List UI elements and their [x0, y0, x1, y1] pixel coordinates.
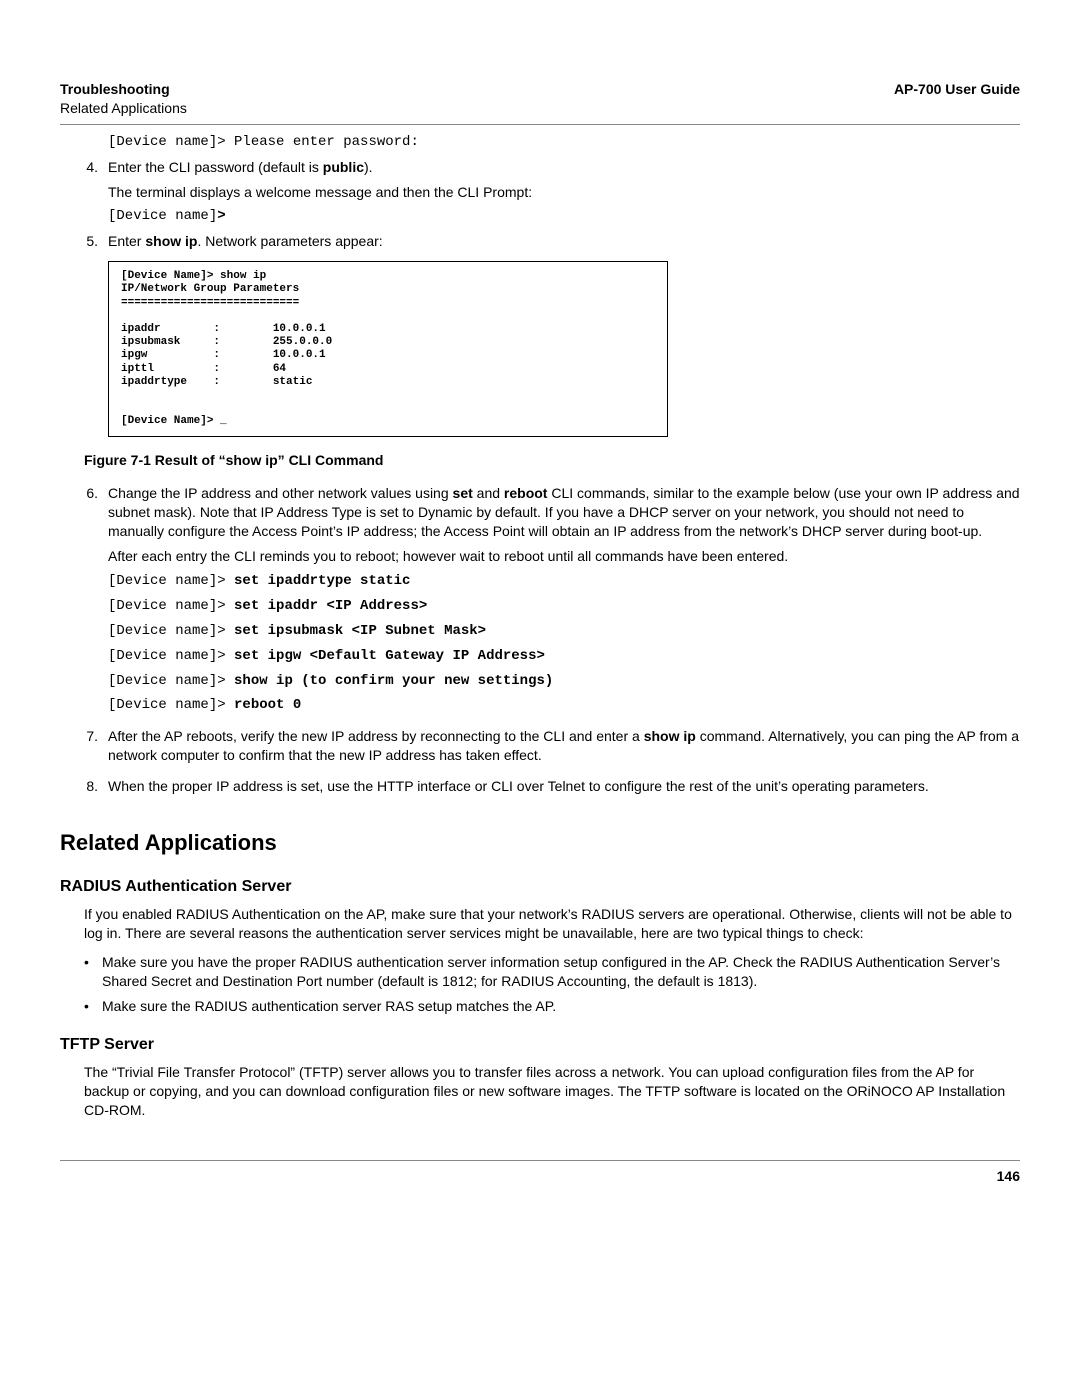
- bullet-dot: •: [84, 997, 102, 1016]
- list-item: • Make sure you have the proper RADIUS a…: [84, 953, 1020, 991]
- cli-commands: [Device name]> set ipaddrtype static [De…: [108, 572, 1020, 715]
- header-right: AP-700 User Guide: [894, 80, 1020, 99]
- step-text: Enter the CLI password (default is publi…: [108, 158, 1020, 177]
- show-ip-output: [Device Name]> show ip IP/Network Group …: [108, 261, 668, 437]
- figure-caption: Figure 7-1 Result of “show ip” CLI Comma…: [84, 451, 1020, 470]
- header-left: Troubleshooting Related Applications: [60, 80, 187, 118]
- step-num: 7.: [72, 727, 98, 771]
- page-number: 146: [997, 1168, 1020, 1184]
- step-text: After each entry the CLI reminds you to …: [108, 547, 1020, 566]
- step-4: 4. Enter the CLI password (default is pu…: [60, 158, 1020, 227]
- step-num: 6.: [72, 484, 98, 721]
- header-title: Troubleshooting: [60, 80, 187, 99]
- step-body: After the AP reboots, verify the new IP …: [108, 727, 1020, 771]
- steps-list: 4. Enter the CLI password (default is pu…: [60, 158, 1020, 446]
- step-text: The terminal displays a welcome message …: [108, 183, 1020, 202]
- tftp-paragraph: The “Trivial File Transfer Protocol” (TF…: [84, 1063, 1020, 1120]
- step-text: Enter show ip. Network parameters appear…: [108, 232, 1020, 251]
- step-num: 5.: [72, 232, 98, 445]
- cli-prompt: [Device name]>: [108, 207, 1020, 226]
- cli-line: [Device name]> set ipaddrtype static: [108, 572, 1020, 591]
- steps-list-cont: 6. Change the IP address and other netwo…: [60, 484, 1020, 802]
- list-item: • Make sure the RADIUS authentication se…: [84, 997, 1020, 1016]
- cli-line: [Device name]> set ipgw <Default Gateway…: [108, 647, 1020, 666]
- step-num: 4.: [72, 158, 98, 227]
- header-rule: [60, 124, 1020, 125]
- bullet-text: Make sure the RADIUS authentication serv…: [102, 997, 1020, 1016]
- cli-line: [Device name]> show ip (to confirm your …: [108, 672, 1020, 691]
- step-5: 5. Enter show ip. Network parameters app…: [60, 232, 1020, 445]
- subsection-radius: RADIUS Authentication Server: [60, 876, 1020, 898]
- bullet-dot: •: [84, 953, 102, 991]
- step-body: Change the IP address and other network …: [108, 484, 1020, 721]
- step-body: Enter show ip. Network parameters appear…: [108, 232, 1020, 445]
- step-text: Change the IP address and other network …: [108, 484, 1020, 541]
- step-text: After the AP reboots, verify the new IP …: [108, 727, 1020, 765]
- cli-line: [Device name]> reboot 0: [108, 696, 1020, 715]
- cli-line: [Device name]> set ipaddr <IP Address>: [108, 597, 1020, 616]
- bullet-text: Make sure you have the proper RADIUS aut…: [102, 953, 1020, 991]
- step-7: 7. After the AP reboots, verify the new …: [60, 727, 1020, 771]
- radius-bullets: • Make sure you have the proper RADIUS a…: [84, 953, 1020, 1016]
- section-related-applications: Related Applications: [60, 828, 1020, 858]
- step-6: 6. Change the IP address and other netwo…: [60, 484, 1020, 721]
- password-prompt: [Device name]> Please enter password:: [108, 133, 1020, 152]
- step-num: 8.: [72, 777, 98, 802]
- step-body: When the proper IP address is set, use t…: [108, 777, 1020, 802]
- radius-paragraph: If you enabled RADIUS Authentication on …: [84, 905, 1020, 943]
- header-subtitle: Related Applications: [60, 99, 187, 118]
- step-text: When the proper IP address is set, use t…: [108, 777, 1020, 796]
- subsection-tftp: TFTP Server: [60, 1034, 1020, 1056]
- step-8: 8. When the proper IP address is set, us…: [60, 777, 1020, 802]
- cli-line: [Device name]> set ipsubmask <IP Subnet …: [108, 622, 1020, 641]
- page-header: Troubleshooting Related Applications AP-…: [60, 80, 1020, 122]
- step-body: Enter the CLI password (default is publi…: [108, 158, 1020, 227]
- page-footer: 146: [60, 1160, 1020, 1186]
